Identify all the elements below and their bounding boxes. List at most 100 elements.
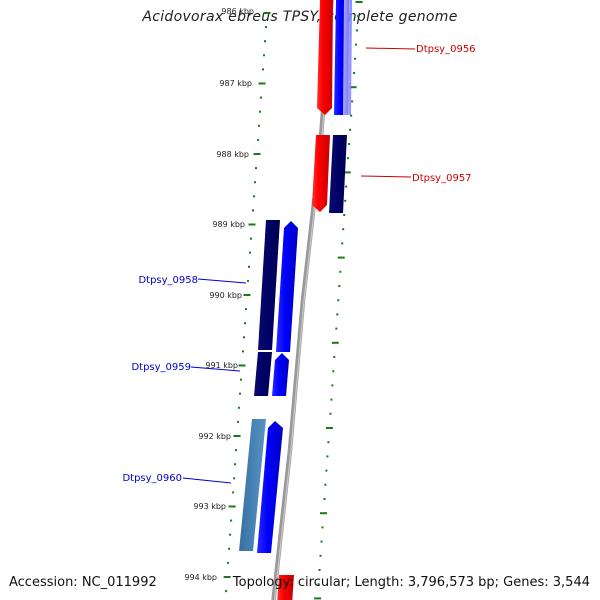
ruler-label-986: 986 kbp [221, 7, 254, 16]
ruler-minor-tick [252, 209, 254, 212]
leader-line-0959 [190, 366, 241, 372]
ruler-minor-tick [244, 322, 246, 325]
ruler-major-tick [337, 256, 345, 259]
ruler-minor-tick [333, 356, 336, 358]
ruler-major-tick [325, 427, 333, 429]
ruler-ticks-inner [223, 12, 271, 593]
ruler-minor-tick [228, 547, 231, 550]
leader-line-0956 [365, 47, 416, 50]
gene-label-dtpsy-0957[interactable]: Dtpsy_0957 [412, 173, 472, 184]
ruler-minor-tick [323, 498, 326, 500]
ruler-minor-tick [245, 308, 247, 311]
ruler-minor-tick [321, 526, 324, 529]
gene-label-dtpsy-0956[interactable]: Dtpsy_0956 [416, 44, 476, 55]
gene-label-dtpsy-0959[interactable]: Dtpsy_0959 [131, 362, 191, 373]
gene-dtpsy-0960[interactable] [239, 419, 283, 553]
ruler-major-tick [355, 1, 363, 3]
ruler-minor-tick [327, 441, 330, 444]
ruler-minor-tick [355, 43, 357, 46]
ruler-minor-tick [230, 519, 233, 522]
ruler-minor-tick [262, 68, 264, 71]
ruler-label-989: 989 kbp [212, 220, 245, 229]
gene-dtpsy-0957[interactable] [312, 135, 347, 213]
ruler-minor-tick [326, 455, 329, 458]
accession-text: Accession: NC_011992 [9, 575, 157, 590]
ruler-minor-tick [357, 15, 359, 18]
ruler-minor-tick [338, 285, 341, 287]
ruler-major-tick [253, 153, 261, 155]
ruler-major-tick [233, 435, 241, 437]
ruler-minor-tick [229, 533, 232, 536]
ruler-minor-tick [331, 384, 334, 387]
ruler-minor-tick [345, 185, 348, 188]
gene-label-dtpsy-0960[interactable]: Dtpsy_0960 [122, 473, 182, 484]
ruler-minor-tick [319, 554, 322, 557]
ruler-label-990: 990 kbp [209, 291, 242, 300]
ruler-minor-tick [233, 477, 236, 480]
ruler-minor-tick [253, 195, 255, 198]
ruler-minor-tick [225, 590, 228, 593]
ruler-major-tick [331, 341, 339, 344]
ruler-major-tick [314, 597, 322, 600]
gene-label-dtpsy-0958[interactable]: Dtpsy_0958 [138, 275, 198, 286]
ruler-minor-tick [255, 167, 257, 170]
ruler-minor-tick [249, 251, 251, 254]
genome-summary-text: Topology: circular; Length: 3,796,573 bp… [232, 575, 590, 590]
ruler-minor-tick [318, 569, 321, 571]
ruler-minor-tick [234, 463, 236, 466]
gene-partial-bottom[interactable] [277, 575, 294, 600]
gene-dtpsy-0956[interactable] [317, 0, 352, 115]
ruler-minor-tick [336, 313, 339, 316]
ruler-ticks-outer [314, 1, 363, 600]
ruler-minor-tick [341, 242, 344, 245]
ruler-minor-tick [339, 270, 342, 273]
ruler-major-tick [243, 294, 251, 296]
ruler-minor-tick [324, 483, 327, 486]
ruler-label-991: 991 kbp [205, 361, 238, 370]
ruler-label-992: 992 kbp [198, 432, 231, 441]
ruler-minor-tick [350, 114, 353, 117]
gene-dtpsy-0959[interactable] [254, 352, 289, 396]
ruler-minor-tick [235, 449, 237, 452]
ruler-minor-tick [351, 100, 354, 103]
ruler-minor-tick [353, 72, 356, 74]
ruler-minor-tick [335, 327, 338, 330]
ruler-minor-tick [325, 469, 328, 472]
ruler-minor-tick [264, 40, 266, 43]
ruler-minor-tick [248, 265, 250, 268]
ruler-minor-tick [329, 412, 332, 415]
ruler-labels: 986 kbp 987 kbp 988 kbp 989 kbp 990 kbp … [184, 7, 254, 582]
ruler-minor-tick [356, 29, 358, 32]
ruler-minor-tick [237, 420, 239, 423]
ruler-major-tick [343, 171, 351, 174]
ruler-label-994: 994 kbp [184, 573, 217, 582]
ruler-minor-tick [232, 491, 235, 494]
ruler-minor-tick [332, 370, 335, 373]
ruler-minor-tick [240, 378, 242, 381]
ruler-major-tick [263, 12, 271, 14]
ruler-major-tick [228, 505, 236, 508]
ruler-minor-tick [259, 110, 261, 113]
ruler-minor-tick [330, 398, 333, 401]
leader-line-0957 [360, 175, 412, 178]
ruler-label-988: 988 kbp [216, 150, 249, 159]
gene-dtpsy-0958[interactable] [258, 220, 298, 352]
ruler-major-tick [349, 86, 357, 89]
ruler-minor-tick [257, 138, 259, 141]
ruler-minor-tick [247, 279, 249, 282]
ruler-minor-tick [343, 214, 346, 216]
ruler-minor-tick [239, 392, 241, 395]
ruler-minor-tick [260, 96, 262, 99]
ruler-minor-tick [238, 406, 240, 409]
ruler-minor-tick [342, 228, 345, 231]
ruler-minor-tick [254, 181, 256, 184]
ruler-minor-tick [263, 54, 265, 57]
ruler-minor-tick [344, 199, 347, 202]
ruler-minor-tick [317, 583, 320, 586]
ruler-label-987: 987 kbp [219, 79, 252, 88]
ruler-minor-tick [243, 336, 245, 339]
ruler-minor-tick [242, 350, 244, 353]
ruler-minor-tick [265, 26, 267, 29]
ruler-major-tick [223, 576, 231, 578]
